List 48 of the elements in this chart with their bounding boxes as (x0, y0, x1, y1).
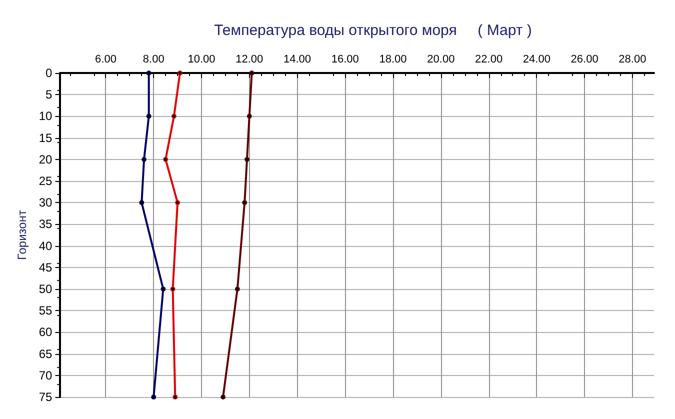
point (171, 114, 176, 119)
y-axis-title: Горизонт (15, 210, 29, 260)
x-tick-label: 26.00 (570, 54, 598, 66)
point (163, 156, 168, 162)
y-tick-label: 45 (38, 260, 53, 274)
y-tick-label: 10 (38, 109, 53, 124)
point (246, 114, 252, 119)
point (142, 156, 147, 162)
x-tick-label: 28.00 (618, 54, 646, 66)
x-tick-label: 20.00 (427, 54, 455, 66)
y-tick-label: 75 (38, 390, 53, 404)
y-tick-label: 55 (38, 304, 53, 318)
y-tick-label: 60 (38, 325, 53, 340)
point (242, 200, 248, 206)
x-tick-label: 18.00 (379, 54, 407, 66)
chart-title: Температура воды открытого моря ( Март ) (214, 22, 532, 39)
y-tick-label: 15 (38, 130, 53, 145)
x-tick-label: 14.00 (284, 54, 312, 66)
point (139, 200, 144, 206)
point (146, 70, 152, 76)
y-tick-label: 30 (38, 196, 53, 210)
point (160, 286, 166, 292)
y-tick-label: 5 (46, 88, 53, 102)
y-tick-label: 0 (46, 66, 53, 80)
x-tick-label: 12.00 (236, 54, 264, 66)
y-tick-label: 20 (38, 152, 53, 166)
point (249, 70, 254, 76)
point (244, 156, 250, 162)
y-tick-label: 25 (38, 174, 53, 188)
y-tick-label: 70 (38, 368, 53, 382)
point (220, 394, 226, 400)
point (172, 394, 178, 400)
x-tick-label: 24.00 (522, 54, 550, 66)
x-tick-label: 10.00 (188, 54, 216, 66)
point (234, 286, 240, 292)
y-tick-label: 35 (38, 217, 53, 232)
y-tick-label: 50 (38, 282, 53, 296)
point (170, 286, 176, 292)
x-tick-label: 8.00 (142, 54, 164, 66)
point (177, 70, 182, 76)
y-tick-label: 65 (38, 346, 53, 361)
x-tick-label: 22.00 (475, 54, 503, 66)
y-tick-label: 40 (38, 238, 53, 253)
x-tick-label: 6.00 (95, 54, 116, 66)
point (175, 200, 180, 206)
point (146, 114, 152, 119)
point (151, 394, 156, 400)
x-tick-label: 16.00 (331, 54, 359, 66)
